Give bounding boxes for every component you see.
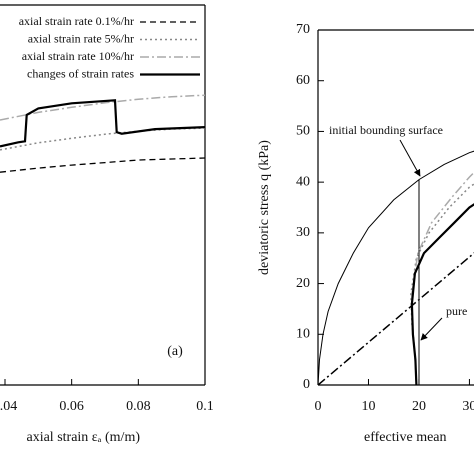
y-tick-label: 10 [296,327,310,342]
x-tick-label: 0.08 [126,399,151,414]
x-tick-label: 0.04 [0,399,17,414]
y-tick-label: 70 [296,22,310,37]
y-axis-label: deviatoric stress q (kPa) [257,140,272,275]
series-line [0,157,206,173]
series-line [317,252,474,386]
panel-label: (a) [167,344,183,359]
y-tick-label: 30 [296,225,310,240]
x-tick-label: 20 [412,399,426,414]
series-line [411,171,474,386]
series-line [0,94,206,121]
annotation-bg [328,122,444,140]
annotation-arrow [399,139,421,177]
annotation-arrow [420,317,443,341]
annotation: initial bounding surface [329,123,443,137]
y-tick-label: 60 [296,73,310,88]
x-axis-label: axial strain εₐ (m/m) [26,430,140,445]
series-line [0,99,206,148]
y-tick-label: 50 [296,124,310,139]
series-line [317,150,474,386]
x-tick-label: 30 [462,399,474,414]
x-tick-label: 0.06 [59,399,84,414]
series-line [410,203,474,386]
legend-label: axial strain rate 10%/hr [22,49,134,63]
x-tick-label: 10 [361,399,375,414]
x-tick-label: 0.1 [196,399,214,414]
legend-label: changes of strain rates [27,66,134,80]
series-line [0,127,206,151]
legend-label: axial strain rate 0.1%/hr [19,14,134,28]
y-tick-label: 20 [296,276,310,291]
legend-label: axial strain rate 5%/hr [28,31,134,45]
y-tick-label: 0 [303,377,310,392]
x-axis-label: effective mean [364,430,447,445]
annotation: pure [446,304,467,318]
annotation-bg [444,303,474,321]
x-tick-label: 0 [315,399,322,414]
y-tick-label: 40 [296,174,310,189]
